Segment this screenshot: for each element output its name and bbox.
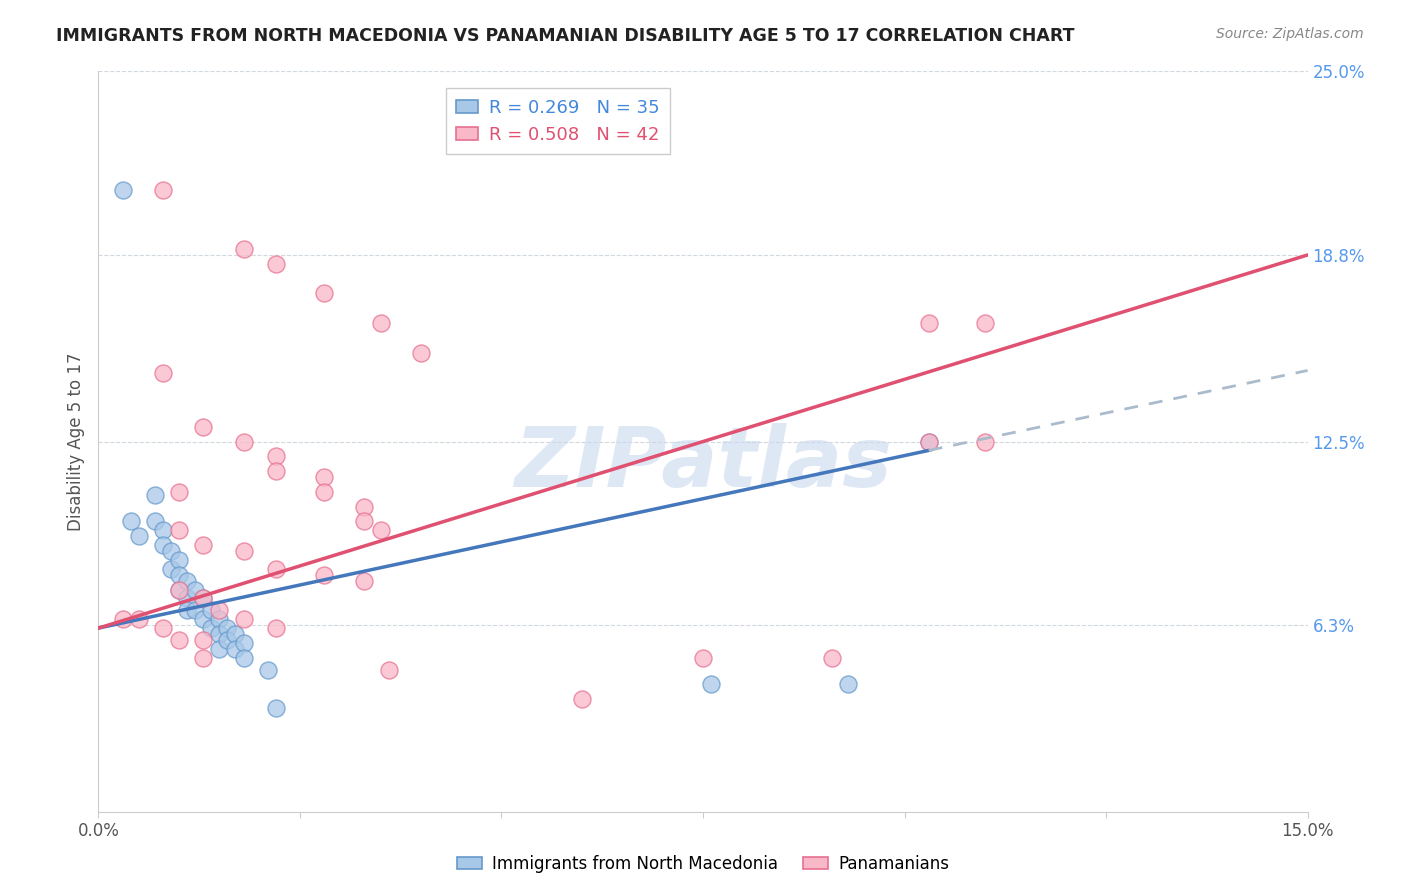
Point <box>264 701 287 715</box>
Point <box>200 621 222 635</box>
Point <box>193 612 215 626</box>
Point <box>193 591 215 606</box>
Point <box>208 603 231 617</box>
Point <box>167 524 190 538</box>
Point <box>143 488 166 502</box>
Point <box>217 632 239 647</box>
Point <box>409 345 432 359</box>
Point <box>193 591 215 606</box>
Point <box>224 627 246 641</box>
Point <box>974 316 997 330</box>
Point <box>918 434 941 449</box>
Point <box>184 582 207 597</box>
Point <box>314 470 336 484</box>
Point <box>837 677 859 691</box>
Point <box>152 538 174 552</box>
Point <box>152 621 174 635</box>
Point <box>111 183 134 197</box>
Point <box>314 567 336 582</box>
Point <box>167 582 190 597</box>
Point <box>193 419 215 434</box>
Point <box>200 603 222 617</box>
Point <box>208 627 231 641</box>
Point <box>152 367 174 381</box>
Point <box>167 582 190 597</box>
Point <box>232 612 254 626</box>
Point <box>193 538 215 552</box>
Point <box>232 636 254 650</box>
Point <box>264 450 287 464</box>
Point <box>918 316 941 330</box>
Point <box>264 621 287 635</box>
Point <box>193 632 215 647</box>
Point <box>167 632 190 647</box>
Point <box>370 316 392 330</box>
Point <box>128 529 150 543</box>
Point <box>167 553 190 567</box>
Point <box>128 612 150 626</box>
Point <box>232 650 254 665</box>
Point <box>152 524 174 538</box>
Point <box>692 650 714 665</box>
Point <box>232 242 254 256</box>
Point <box>224 641 246 656</box>
Y-axis label: Disability Age 5 to 17: Disability Age 5 to 17 <box>66 352 84 531</box>
Point <box>160 544 183 558</box>
Point <box>217 621 239 635</box>
Point <box>314 484 336 499</box>
Point <box>176 603 198 617</box>
Text: ZIPatlas: ZIPatlas <box>515 423 891 504</box>
Legend: R = 0.269   N = 35, R = 0.508   N = 42: R = 0.269 N = 35, R = 0.508 N = 42 <box>446 87 671 154</box>
Point <box>176 591 198 606</box>
Point <box>353 574 375 588</box>
Point <box>232 544 254 558</box>
Point <box>143 515 166 529</box>
Point <box>232 434 254 449</box>
Point <box>208 641 231 656</box>
Point <box>176 574 198 588</box>
Point <box>314 286 336 301</box>
Point <box>370 524 392 538</box>
Point <box>264 464 287 478</box>
Point <box>256 663 278 677</box>
Point <box>918 434 941 449</box>
Point <box>111 612 134 626</box>
Point <box>167 484 190 499</box>
Point <box>700 677 723 691</box>
Point <box>974 434 997 449</box>
Point <box>160 562 183 576</box>
Point <box>193 650 215 665</box>
Legend: Immigrants from North Macedonia, Panamanians: Immigrants from North Macedonia, Panaman… <box>450 848 956 880</box>
Point <box>821 650 844 665</box>
Point <box>167 567 190 582</box>
Text: Source: ZipAtlas.com: Source: ZipAtlas.com <box>1216 27 1364 41</box>
Point <box>353 500 375 514</box>
Point <box>120 515 142 529</box>
Point <box>208 612 231 626</box>
Point <box>264 562 287 576</box>
Point <box>571 692 593 706</box>
Point <box>353 515 375 529</box>
Point <box>377 663 399 677</box>
Text: IMMIGRANTS FROM NORTH MACEDONIA VS PANAMANIAN DISABILITY AGE 5 TO 17 CORRELATION: IMMIGRANTS FROM NORTH MACEDONIA VS PANAM… <box>56 27 1074 45</box>
Point <box>184 603 207 617</box>
Point <box>264 257 287 271</box>
Point <box>152 183 174 197</box>
